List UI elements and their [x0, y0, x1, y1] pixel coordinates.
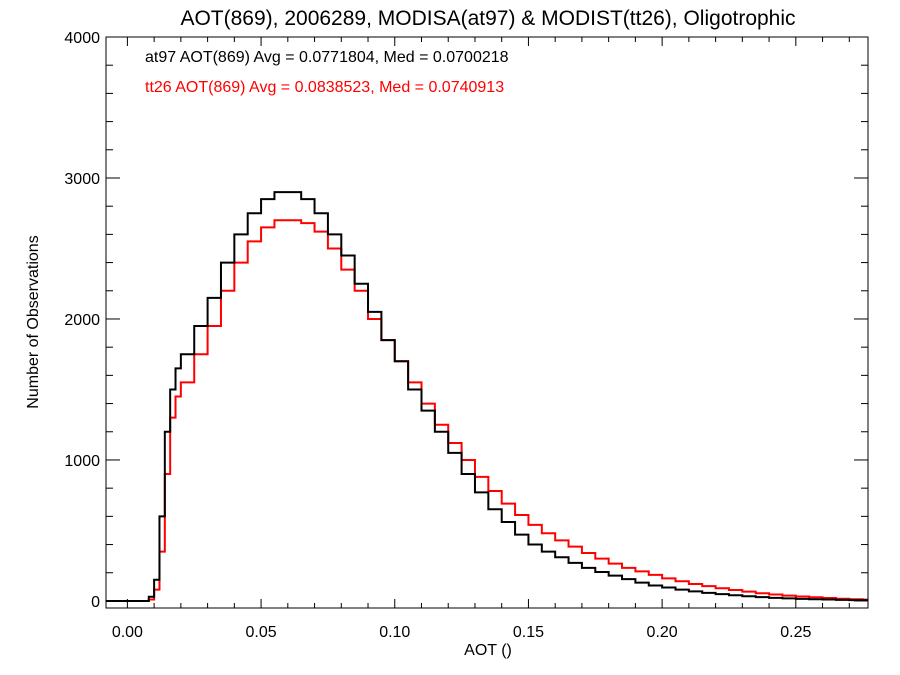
y-axis-label: Number of Observations — [25, 235, 42, 408]
annotation-at97-stats: at97 AOT(869) Avg = 0.0771804, Med = 0.0… — [145, 49, 509, 66]
x-tick-label: 0.10 — [379, 624, 410, 641]
x-tick-label: 0.00 — [112, 624, 143, 641]
series-line-at97 — [106, 191, 868, 602]
series-line-tt26 — [106, 219, 868, 602]
y-axis: 0 1000 2000 3000 4000 — [64, 30, 868, 611]
x-axis-label: AOT () — [464, 642, 512, 659]
x-tick-label: 0.25 — [780, 624, 811, 641]
y-tick-label: 0 — [91, 594, 100, 611]
chart-title: AOT(869), 2006289, MODISA(at97) & MODIST… — [180, 7, 795, 30]
x-axis: 0.00 0.05 0.10 0.15 0.20 0.25 — [112, 37, 850, 641]
x-tick-label: 0.05 — [246, 624, 277, 641]
series-layer — [106, 191, 868, 602]
plot-frame — [105, 36, 869, 609]
x-tick-label: 0.15 — [513, 624, 544, 641]
y-tick-label: 1000 — [64, 453, 100, 470]
annotation-tt26-stats: tt26 AOT(869) Avg = 0.0838523, Med = 0.0… — [145, 79, 504, 96]
y-tick-label: 3000 — [64, 171, 100, 188]
x-tick-label: 0.20 — [647, 624, 678, 641]
y-tick-label: 2000 — [64, 312, 100, 329]
y-tick-label: 4000 — [64, 30, 100, 47]
